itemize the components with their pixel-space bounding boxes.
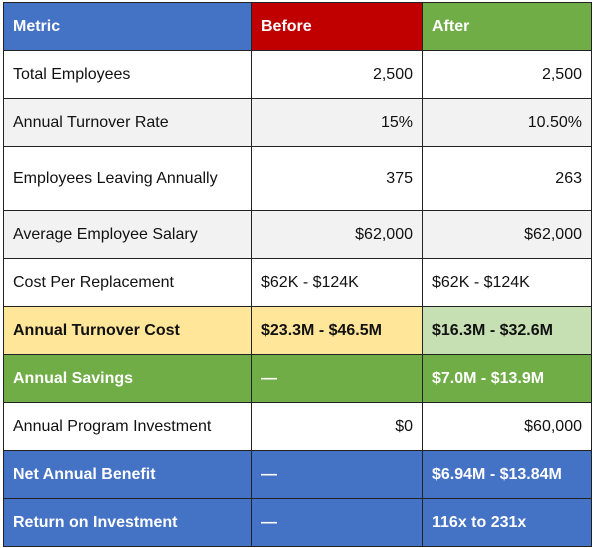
metric-cell: Employees Leaving Annually — [3, 146, 252, 211]
after-cell: 116x to 231x — [422, 498, 592, 547]
metric-cell: Net Annual Benefit — [3, 450, 252, 499]
roi-comparison-table: Metric Before After Total Employees 2,50… — [3, 2, 592, 547]
before-cell: $62K - $124K — [251, 258, 423, 307]
before-cell: — — [251, 498, 423, 547]
metric-cell: Return on Investment — [3, 498, 252, 547]
header-after: After — [422, 2, 592, 51]
before-cell: 2,500 — [251, 50, 423, 99]
before-cell: $23.3M - $46.5M — [251, 306, 423, 355]
metric-cell: Average Employee Salary — [3, 210, 252, 259]
table-row-net-benefit: Net Annual Benefit — $6.94M - $13.84M — [3, 450, 592, 499]
before-cell: 15% — [251, 98, 423, 147]
metric-cell: Annual Turnover Rate — [3, 98, 252, 147]
after-cell: $60,000 — [422, 402, 592, 451]
metric-cell: Total Employees — [3, 50, 252, 99]
header-before: Before — [251, 2, 423, 51]
after-cell: $62,000 — [422, 210, 592, 259]
table-row: Cost Per Replacement $62K - $124K $62K -… — [3, 258, 592, 307]
before-cell: — — [251, 354, 423, 403]
table-row-turnover-cost: Annual Turnover Cost $23.3M - $46.5M $16… — [3, 306, 592, 355]
after-cell: 10.50% — [422, 98, 592, 147]
table-row: Annual Turnover Rate 15% 10.50% — [3, 98, 592, 147]
before-cell: $0 — [251, 402, 423, 451]
after-cell: 2,500 — [422, 50, 592, 99]
after-cell: $16.3M - $32.6M — [422, 306, 592, 355]
metric-cell: Annual Savings — [3, 354, 252, 403]
header-metric: Metric — [3, 2, 252, 51]
table-row: Employees Leaving Annually 375 263 — [3, 146, 592, 211]
table-row-roi: Return on Investment — 116x to 231x — [3, 498, 592, 547]
after-cell: $62K - $124K — [422, 258, 592, 307]
before-cell: $62,000 — [251, 210, 423, 259]
after-cell: $7.0M - $13.9M — [422, 354, 592, 403]
after-cell: 263 — [422, 146, 592, 211]
metric-cell: Annual Turnover Cost — [3, 306, 252, 355]
table-row-savings: Annual Savings — $7.0M - $13.9M — [3, 354, 592, 403]
table-row: Annual Program Investment $0 $60,000 — [3, 402, 592, 451]
before-cell: — — [251, 450, 423, 499]
metric-cell: Cost Per Replacement — [3, 258, 252, 307]
before-cell: 375 — [251, 146, 423, 211]
header-row: Metric Before After — [3, 2, 592, 51]
table-row: Average Employee Salary $62,000 $62,000 — [3, 210, 592, 259]
after-cell: $6.94M - $13.84M — [422, 450, 592, 499]
table-row: Total Employees 2,500 2,500 — [3, 50, 592, 99]
metric-cell: Annual Program Investment — [3, 402, 252, 451]
